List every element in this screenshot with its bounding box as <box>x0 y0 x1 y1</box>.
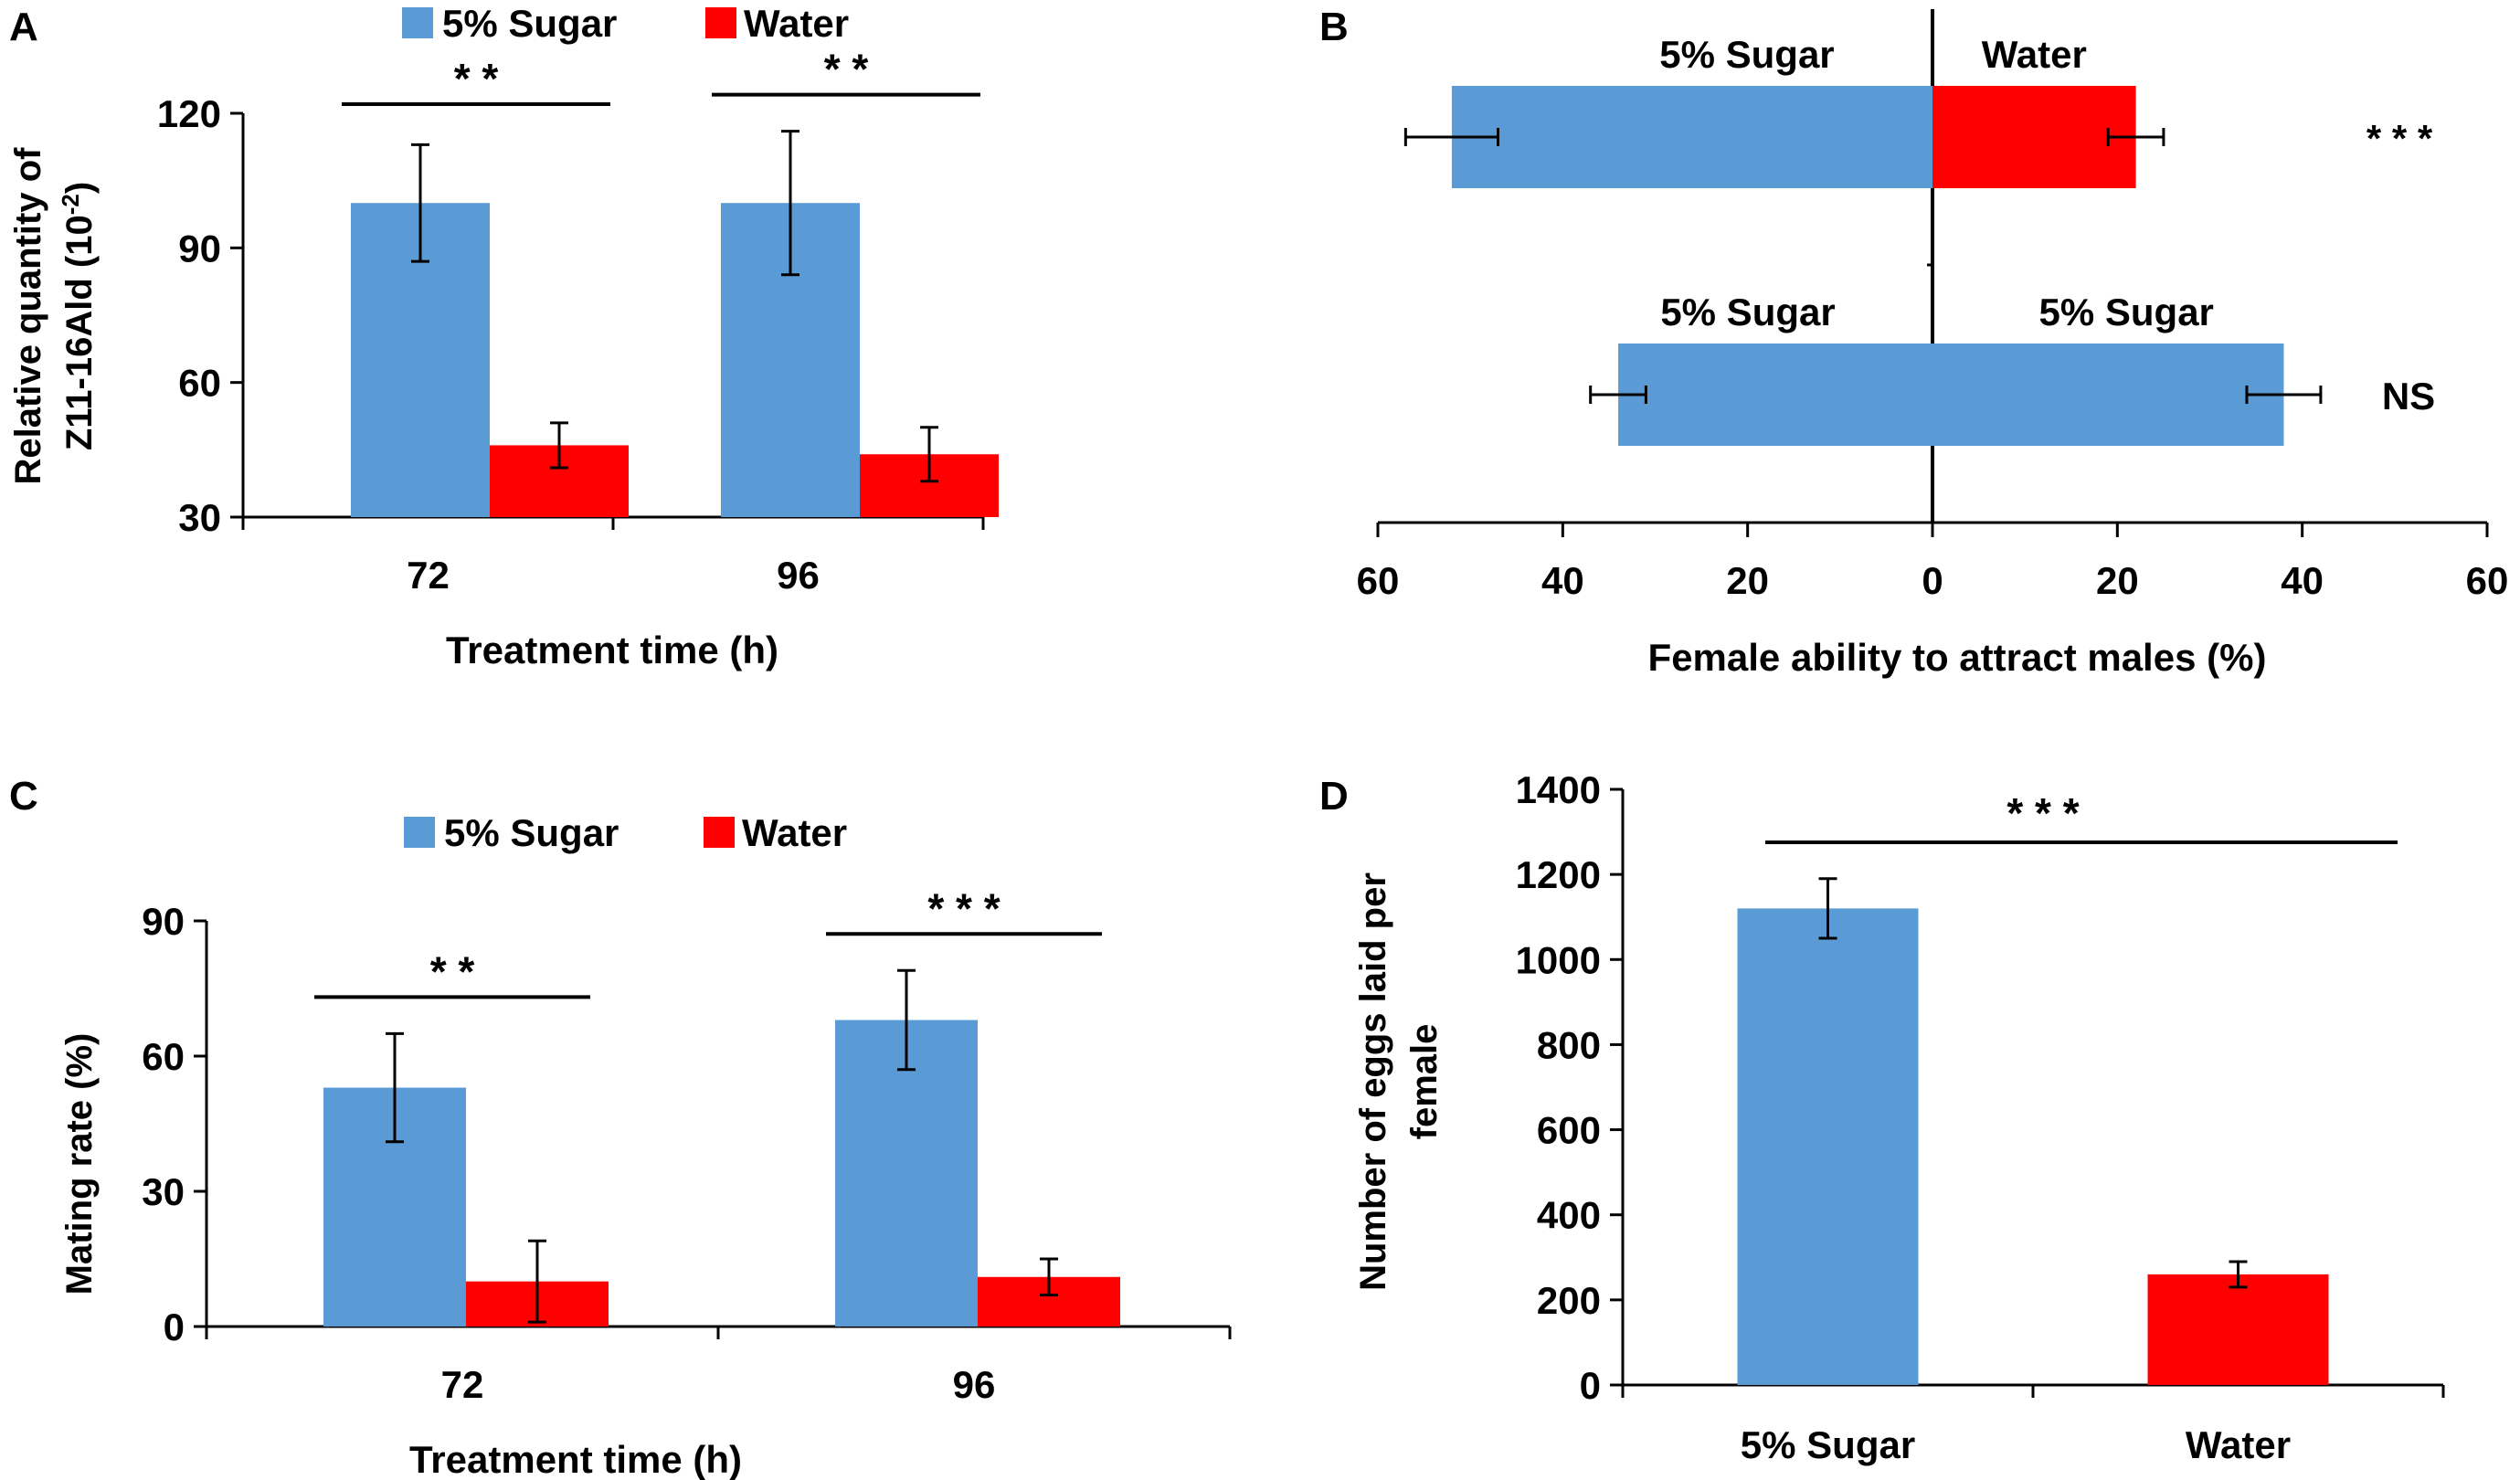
y-tick-label: 90 <box>142 900 185 943</box>
significance-marker: * * <box>824 46 869 93</box>
bar-left <box>1618 344 1932 446</box>
bar-label-right: 5% Sugar <box>2039 291 2214 333</box>
x-tick-label: 5% Sugar <box>1741 1423 1915 1466</box>
panel-b: B Female ability to attract males (%) 60… <box>1319 5 2508 679</box>
bar-label-left: 5% Sugar <box>1660 291 1835 333</box>
significance-marker: * * <box>430 947 475 995</box>
bars: 5% Sugar Water * * * 5% Sugar 5% Sugar NS <box>1403 33 2435 446</box>
panel-letter-a: A <box>9 5 38 49</box>
y-tick-label: 30 <box>178 496 221 539</box>
x-tick-label: 96 <box>953 1363 996 1406</box>
x-tick-label: 20 <box>1726 559 1769 602</box>
axes: 0 30 60 90 72 96 <box>142 900 1232 1406</box>
y-axis-title-superscript: -2 <box>57 194 84 215</box>
bars: * * * * <box>342 46 999 517</box>
legend-label-sugar: 5% Sugar <box>442 2 617 45</box>
axes: 60 40 20 0 20 40 60 <box>1357 9 2509 602</box>
x-axis-title: Treatment time (h) <box>409 1438 742 1480</box>
bar-sugar <box>1737 908 1919 1385</box>
x-tick-label: Water <box>2186 1423 2291 1466</box>
bars: * * * <box>1737 789 2398 1385</box>
y-axis-title-line1: Number of eggs laid per <box>1353 872 1393 1291</box>
x-tick-label: 20 <box>2096 559 2139 602</box>
legend-swatch-sugar <box>402 7 433 38</box>
panel-c: C 5% Sugar Water Mating rate (%) Treatme… <box>9 774 1232 1480</box>
legend-swatch-water <box>705 7 736 38</box>
y-axis-title-line1: Relative quantity of <box>8 147 48 485</box>
bars: * * * * * <box>314 884 1120 1327</box>
x-tick-label: 40 <box>1541 559 1584 602</box>
y-axis-title: Mating rate (%) <box>59 1033 100 1295</box>
y-tick-label: 200 <box>1537 1279 1601 1322</box>
legend-swatch-water <box>704 817 735 848</box>
significance-marker: * * * <box>2366 117 2433 160</box>
significance-marker: * * * <box>927 884 1000 932</box>
legend-label-sugar: 5% Sugar <box>444 811 619 854</box>
y-tick-label: 30 <box>142 1170 185 1213</box>
x-tick-label: 96 <box>777 554 820 597</box>
y-tick-label: 1200 <box>1516 853 1601 896</box>
y-tick-label: 1000 <box>1516 938 1601 981</box>
y-tick-label: 60 <box>178 362 221 405</box>
x-tick-label: 72 <box>407 554 450 597</box>
x-tick-label: 0 <box>1922 559 1943 602</box>
y-axis-title-line2: Z11-16Ald (10-2) <box>57 182 100 450</box>
bar-sugar-96 <box>835 1020 978 1327</box>
significance-marker: NS <box>2382 375 2435 418</box>
x-tick-label: 72 <box>441 1363 484 1406</box>
panel-letter-d: D <box>1319 774 1349 819</box>
bar-water <box>2147 1274 2329 1385</box>
significance-marker: * * * <box>2006 789 2079 837</box>
bar-label-right: Water <box>1982 33 2087 76</box>
y-axis-title-line2: female <box>1404 1024 1445 1140</box>
x-tick-label: 60 <box>1357 559 1400 602</box>
x-axis-title: Female ability to attract males (%) <box>1648 636 2267 679</box>
y-tick-label: 0 <box>1580 1364 1601 1407</box>
legend-label-water: Water <box>744 2 849 45</box>
legend-swatch-sugar <box>404 817 435 848</box>
legend-label-water: Water <box>742 811 847 854</box>
bar-right <box>1932 86 2136 188</box>
y-tick-label: 400 <box>1537 1194 1601 1237</box>
panel-letter-c: C <box>9 774 38 819</box>
panel-d: D Number of eggs laid per female 0 200 400… <box>1319 768 2445 1466</box>
x-tick-label: 40 <box>2281 559 2324 602</box>
y-tick-label: 0 <box>164 1306 185 1348</box>
bar-right <box>1932 344 2284 446</box>
panel-letter-b: B <box>1319 5 1349 49</box>
y-tick-label: 120 <box>157 92 221 135</box>
y-tick-label: 90 <box>178 227 221 270</box>
bar-left <box>1451 86 1932 188</box>
x-axis-title: Treatment time (h) <box>446 629 778 671</box>
bar-label-left: 5% Sugar <box>1659 33 1834 76</box>
axes: 30 60 90 120 72 96 <box>157 92 985 597</box>
y-tick-label: 1400 <box>1516 768 1601 811</box>
x-tick-label: 60 <box>2466 559 2509 602</box>
y-tick-label: 800 <box>1537 1023 1601 1066</box>
panel-a: A 5% Sugar Water Relative quantity of Z1… <box>8 2 999 671</box>
y-tick-label: 60 <box>142 1035 185 1078</box>
y-tick-label: 600 <box>1537 1109 1601 1152</box>
significance-marker: * * <box>454 55 499 102</box>
